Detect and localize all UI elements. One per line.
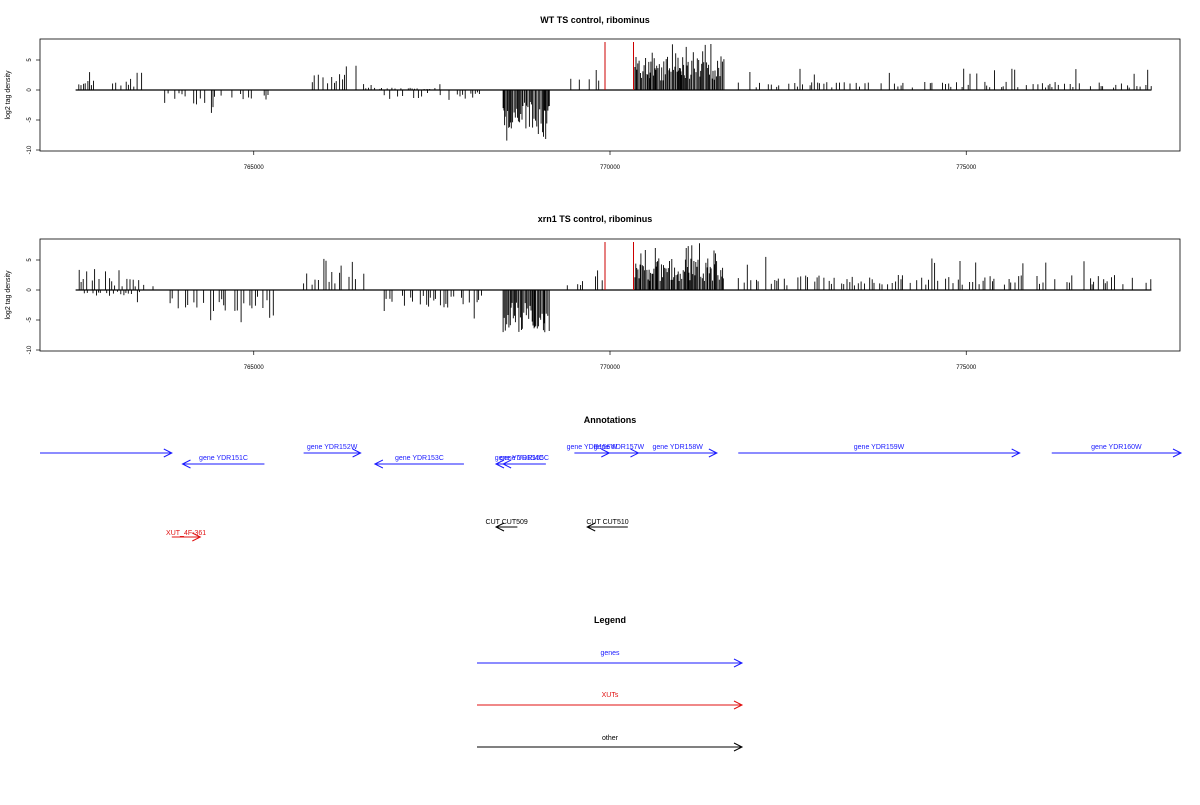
x-tick-label: 775000 xyxy=(956,165,977,171)
gene-arrow-head xyxy=(373,459,384,469)
xut-arrow-head xyxy=(192,532,202,542)
legend-item-other: other xyxy=(477,735,744,752)
annotations-title: Annotations xyxy=(584,415,637,425)
gene-arrow-head xyxy=(352,448,362,458)
legend-genes-arrowhead xyxy=(733,658,744,668)
gene-arrow-head xyxy=(708,448,718,458)
track-wt-ylabel: log2 tag density xyxy=(5,70,12,120)
gene-arrow xyxy=(373,459,464,469)
gene-label: gene YDR155C xyxy=(500,455,549,462)
x-tick-label: 770000 xyxy=(600,365,621,371)
track-wt-title: WT TS control, ribominus xyxy=(540,15,650,25)
gene-label: gene YDR157W xyxy=(594,444,645,451)
legend: Legend genes XUTs other xyxy=(477,615,744,752)
legend-xuts-label: XUTs xyxy=(602,692,619,699)
gene-label: gene YDR151C xyxy=(199,455,248,462)
gene-label: gene YDR156W xyxy=(567,444,618,451)
other-label: CUT CUT509 xyxy=(486,519,528,526)
y-tick-label: 0 xyxy=(27,288,33,292)
legend-other-label: other xyxy=(602,735,619,742)
other-arrow-head xyxy=(586,522,596,532)
x-tick-label: 765000 xyxy=(244,165,265,171)
gene-arrow xyxy=(40,448,173,458)
track-xrn1-axes: -10 -5 0 5 765000 770000 775000 xyxy=(27,258,977,371)
legend-item-xuts: XUTs xyxy=(477,692,744,710)
y-tick-label: -10 xyxy=(27,145,33,154)
track-xrn1-title: xrn1 TS control, ribominus xyxy=(538,214,653,224)
x-tick-label: 765000 xyxy=(244,365,265,371)
gene-arrow-head xyxy=(163,448,173,458)
y-tick-label: -5 xyxy=(27,317,33,323)
gene-arrow xyxy=(303,448,362,458)
gene-arrow xyxy=(1051,448,1183,458)
y-tick-label: -5 xyxy=(27,117,33,123)
gene-label: gene YDR160W xyxy=(1091,444,1142,451)
track-xrn1-bars xyxy=(75,242,1152,333)
track-xrn1-ylabel: log2 tag density xyxy=(5,270,12,320)
xut-label: XUT_4F-361 xyxy=(166,530,206,537)
y-tick-label: 5 xyxy=(27,258,33,262)
track-xrn1: xrn1 TS control, ribominus log2 tag dens… xyxy=(5,214,1181,371)
legend-item-genes: genes xyxy=(477,650,744,668)
gene-arrow xyxy=(638,448,718,458)
gene-label: gene YDR152W xyxy=(307,444,358,451)
gene-label: gene YDR159W xyxy=(854,444,905,451)
other-arrow-head xyxy=(494,522,505,532)
gene-arrow xyxy=(181,459,265,469)
annotation-features: gene YDR151C gene YDR152W gene YDR153C gene… xyxy=(40,444,1183,542)
gene-label: gene YDR153C xyxy=(395,455,444,462)
gene-arrow-head xyxy=(502,459,512,469)
gene-arrow xyxy=(502,459,546,469)
y-tick-label: -10 xyxy=(27,345,33,354)
other-label: CUT CUT510 xyxy=(586,519,628,526)
gene-arrow-head xyxy=(181,459,191,469)
y-tick-label: 0 xyxy=(27,88,33,92)
gene-label: gene YDR154C xyxy=(495,455,544,462)
x-tick-label: 770000 xyxy=(600,165,621,171)
legend-genes-label: genes xyxy=(600,650,620,657)
gene-arrow-head xyxy=(1011,448,1021,458)
other-arrow xyxy=(586,522,628,532)
y-tick-label: 5 xyxy=(27,58,33,62)
gene-label: gene YDR158W xyxy=(652,444,703,451)
track-wt: WT TS control, ribominus log2 tag densit… xyxy=(5,15,1181,171)
legend-xuts-arrowhead xyxy=(733,700,744,710)
legend-title: Legend xyxy=(594,615,626,625)
gene-arrow-head xyxy=(1172,448,1183,458)
xut-arrow xyxy=(171,532,202,542)
legend-other-arrowhead xyxy=(733,742,744,752)
gene-arrow-head xyxy=(494,459,505,469)
x-tick-label: 775000 xyxy=(956,365,977,371)
track-wt-bars xyxy=(75,42,1152,141)
track-wt-axes: -10 -5 0 5 765000 770000 775000 xyxy=(27,58,977,171)
other-arrow xyxy=(494,522,518,532)
gene-arrow xyxy=(738,448,1021,458)
